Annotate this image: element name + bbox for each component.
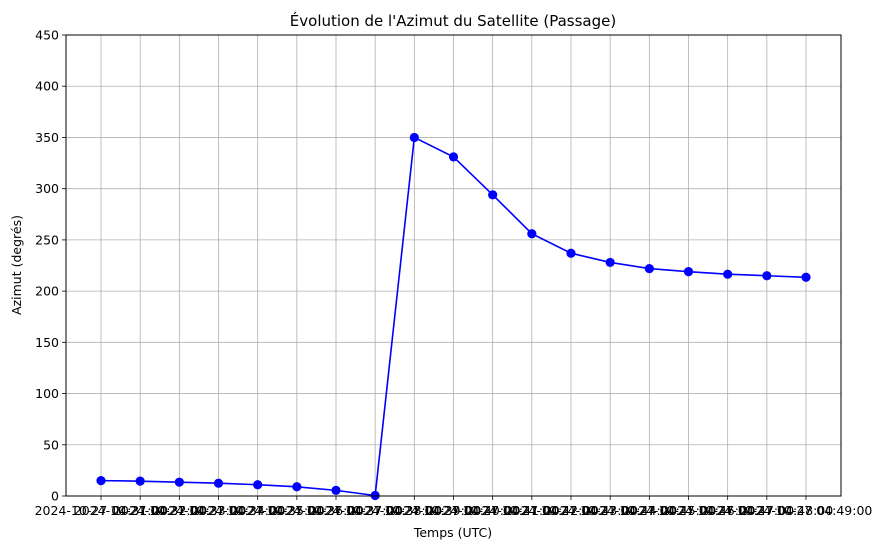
chart-title: Évolution de l'Azimut du Satellite (Pass… bbox=[290, 11, 616, 30]
data-point bbox=[527, 229, 537, 239]
y-tick-label: 400 bbox=[35, 79, 59, 94]
data-point bbox=[292, 482, 302, 492]
x-tick-label: 2024-10-27 04:39:00 bbox=[348, 503, 481, 518]
y-tick-label: 0 bbox=[51, 489, 59, 504]
x-tick-label: 2024-10-27 04:34:00 bbox=[152, 503, 285, 518]
data-point bbox=[448, 152, 459, 162]
x-tick-label: 2024-10-27 04:35:00 bbox=[191, 503, 324, 518]
x-tick-label: 2024-10-27 04:45:00 bbox=[583, 503, 716, 518]
data-point bbox=[135, 476, 145, 486]
x-tick-label: 2024-10-27 04:41:00 bbox=[426, 503, 559, 518]
y-axis-ticks: 0 50 100 150 200 250 300 350 400 450 bbox=[35, 28, 66, 504]
x-tick-label: 2024-10-27 04:32:00 bbox=[74, 503, 207, 518]
data-point bbox=[213, 478, 224, 488]
y-tick-label: 250 bbox=[35, 232, 59, 247]
y-tick-label: 450 bbox=[35, 28, 59, 43]
x-tick-label: 2024-10-27 04:47:00 bbox=[661, 503, 794, 518]
data-point bbox=[801, 272, 811, 282]
data-point bbox=[566, 248, 576, 258]
x-tick-label: 2024-10-27 04:37:00 bbox=[270, 503, 403, 518]
data-point bbox=[331, 485, 341, 495]
data-point bbox=[253, 480, 263, 490]
y-axis-label: Azimut (degrés) bbox=[9, 215, 24, 315]
x-axis-label: Temps (UTC) bbox=[413, 525, 492, 540]
x-tick-label: 2024-10-27 04:40:00 bbox=[387, 503, 520, 518]
data-point bbox=[605, 257, 615, 268]
data-point bbox=[644, 263, 654, 274]
x-tick-label: 2024-10-27 04:36:00 bbox=[230, 503, 363, 518]
data-point bbox=[370, 490, 380, 501]
data-point bbox=[488, 190, 498, 200]
y-tick-label: 300 bbox=[35, 181, 59, 196]
azimuth-series bbox=[96, 132, 811, 501]
x-tick-label: 2024-10-27 04:46:00 bbox=[622, 503, 755, 518]
y-tick-label: 50 bbox=[43, 437, 59, 452]
plot-frame bbox=[65, 34, 842, 497]
x-tick-label: 2024-10-27 04:33:00 bbox=[113, 503, 246, 518]
y-tick-label: 200 bbox=[35, 284, 59, 299]
x-tick-label: 2024-10-27 04:38:00 bbox=[309, 503, 442, 518]
x-tick-label: 2024-10-27 04:43:00 bbox=[505, 503, 638, 518]
data-point bbox=[762, 271, 772, 281]
y-tick-label: 100 bbox=[35, 386, 59, 401]
y-tick-label: 350 bbox=[35, 130, 59, 145]
data-point bbox=[174, 477, 184, 487]
y-tick-label: 150 bbox=[35, 335, 59, 350]
x-tick-label: 2024-10-27 04:48:00 bbox=[700, 503, 833, 518]
data-point bbox=[96, 476, 106, 486]
data-point bbox=[683, 267, 694, 277]
data-point bbox=[723, 269, 733, 279]
x-tick-label: 2024-10-27 04:49:00 bbox=[740, 503, 873, 518]
data-point bbox=[409, 132, 419, 143]
x-tick-label: 2024-10-27 04:42:00 bbox=[465, 503, 598, 518]
x-tick-label: 2024-10-27 04:31:00 bbox=[35, 503, 168, 518]
x-tick-label: 2024-10-27 04:44:00 bbox=[544, 503, 677, 518]
